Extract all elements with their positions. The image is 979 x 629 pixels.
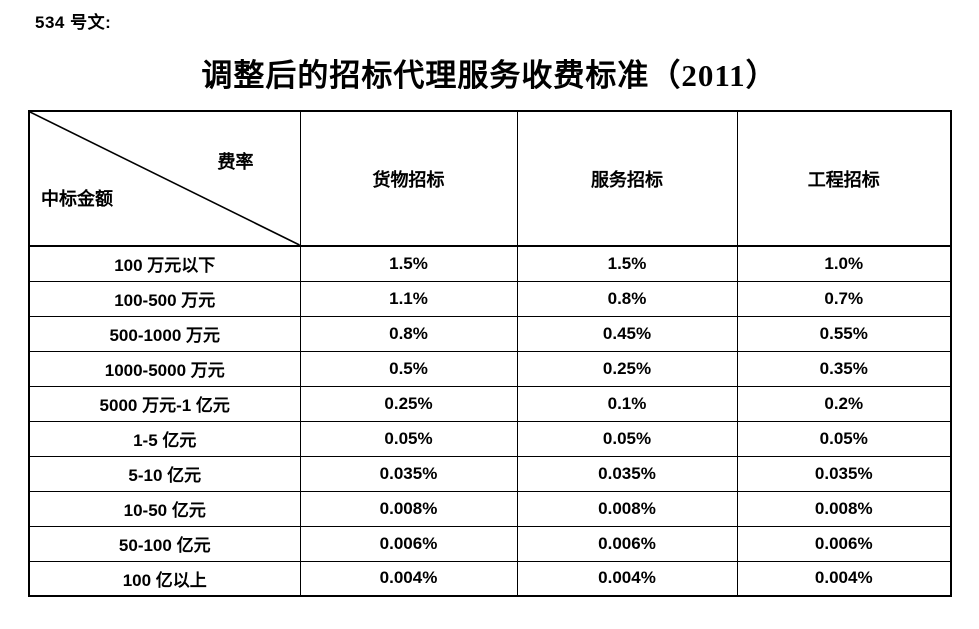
table-cell: 0.05% bbox=[299, 420, 518, 457]
row-label: 1000-5000 万元 bbox=[28, 350, 301, 387]
table-row: 1-5 亿元 0.05% 0.05% 0.05% bbox=[28, 420, 952, 457]
row-label: 100 亿以上 bbox=[28, 560, 301, 597]
row-label: 100-500 万元 bbox=[28, 280, 301, 317]
table-cell: 0.004% bbox=[299, 560, 518, 597]
table-cell: 0.8% bbox=[516, 280, 738, 317]
column-header-engineering: 工程招标 bbox=[736, 110, 952, 247]
table-row: 5-10 亿元 0.035% 0.035% 0.035% bbox=[28, 455, 952, 492]
table-cell: 1.5% bbox=[516, 245, 738, 282]
table-row: 100 亿以上 0.004% 0.004% 0.004% bbox=[28, 560, 952, 597]
diagonal-header-cell: 费率 中标金额 bbox=[28, 110, 301, 247]
table-cell: 0.008% bbox=[299, 490, 518, 527]
table-cell: 0.2% bbox=[736, 385, 952, 422]
table-row: 1000-5000 万元 0.5% 0.25% 0.35% bbox=[28, 350, 952, 387]
table-cell: 0.35% bbox=[736, 350, 952, 387]
row-label: 500-1000 万元 bbox=[28, 315, 301, 352]
doc-number-label: 534 号文: bbox=[35, 13, 112, 32]
table-cell: 0.55% bbox=[736, 315, 952, 352]
table-cell: 0.035% bbox=[299, 455, 518, 492]
row-label: 50-100 亿元 bbox=[28, 525, 301, 562]
table-cell: 0.5% bbox=[299, 350, 518, 387]
table-cell: 1.5% bbox=[299, 245, 518, 282]
row-label: 5-10 亿元 bbox=[28, 455, 301, 492]
table-row: 50-100 亿元 0.006% 0.006% 0.006% bbox=[28, 525, 952, 562]
row-label: 100 万元以下 bbox=[28, 245, 301, 282]
table-cell: 0.008% bbox=[516, 490, 738, 527]
table-cell: 1.1% bbox=[299, 280, 518, 317]
corner-label-amount: 中标金额 bbox=[41, 189, 113, 209]
table-cell: 0.004% bbox=[516, 560, 738, 597]
table-cell: 0.7% bbox=[736, 280, 952, 317]
row-label: 10-50 亿元 bbox=[28, 490, 301, 527]
table-row: 10-50 亿元 0.008% 0.008% 0.008% bbox=[28, 490, 952, 527]
table-cell: 0.25% bbox=[516, 350, 738, 387]
table-cell: 0.45% bbox=[516, 315, 738, 352]
table-cell: 1.0% bbox=[736, 245, 952, 282]
table-row: 500-1000 万元 0.8% 0.45% 0.55% bbox=[28, 315, 952, 352]
table-cell: 0.006% bbox=[516, 525, 738, 562]
corner-label-rate: 费率 bbox=[217, 152, 254, 172]
page-title: 调整后的招标代理服务收费标准（2011） bbox=[201, 58, 778, 93]
column-header-service: 服务招标 bbox=[516, 110, 738, 247]
row-label: 5000 万元-1 亿元 bbox=[28, 385, 301, 422]
diagonal-line bbox=[30, 112, 300, 245]
table-cell: 0.008% bbox=[736, 490, 952, 527]
table-cell: 0.035% bbox=[516, 455, 738, 492]
table-row: 5000 万元-1 亿元 0.25% 0.1% 0.2% bbox=[28, 385, 952, 422]
table-cell: 0.006% bbox=[299, 525, 518, 562]
column-header-goods: 货物招标 bbox=[299, 110, 518, 247]
table-cell: 0.05% bbox=[516, 420, 738, 457]
table-cell: 0.25% bbox=[299, 385, 518, 422]
table-row: 100 万元以下 1.5% 1.5% 1.0% bbox=[28, 245, 952, 282]
table-cell: 0.05% bbox=[736, 420, 952, 457]
table-cell: 0.8% bbox=[299, 315, 518, 352]
table-row: 100-500 万元 1.1% 0.8% 0.7% bbox=[28, 280, 952, 317]
table-header-row: 费率 中标金额 货物招标 服务招标 工程招标 bbox=[28, 110, 952, 247]
table-cell: 0.004% bbox=[736, 560, 952, 597]
fee-rate-table: 费率 中标金额 货物招标 服务招标 工程招标 100 万元以下 1.5% 1.5… bbox=[28, 110, 952, 597]
table-cell: 0.006% bbox=[736, 525, 952, 562]
table-cell: 0.035% bbox=[736, 455, 952, 492]
table-cell: 0.1% bbox=[516, 385, 738, 422]
row-label: 1-5 亿元 bbox=[28, 420, 301, 457]
